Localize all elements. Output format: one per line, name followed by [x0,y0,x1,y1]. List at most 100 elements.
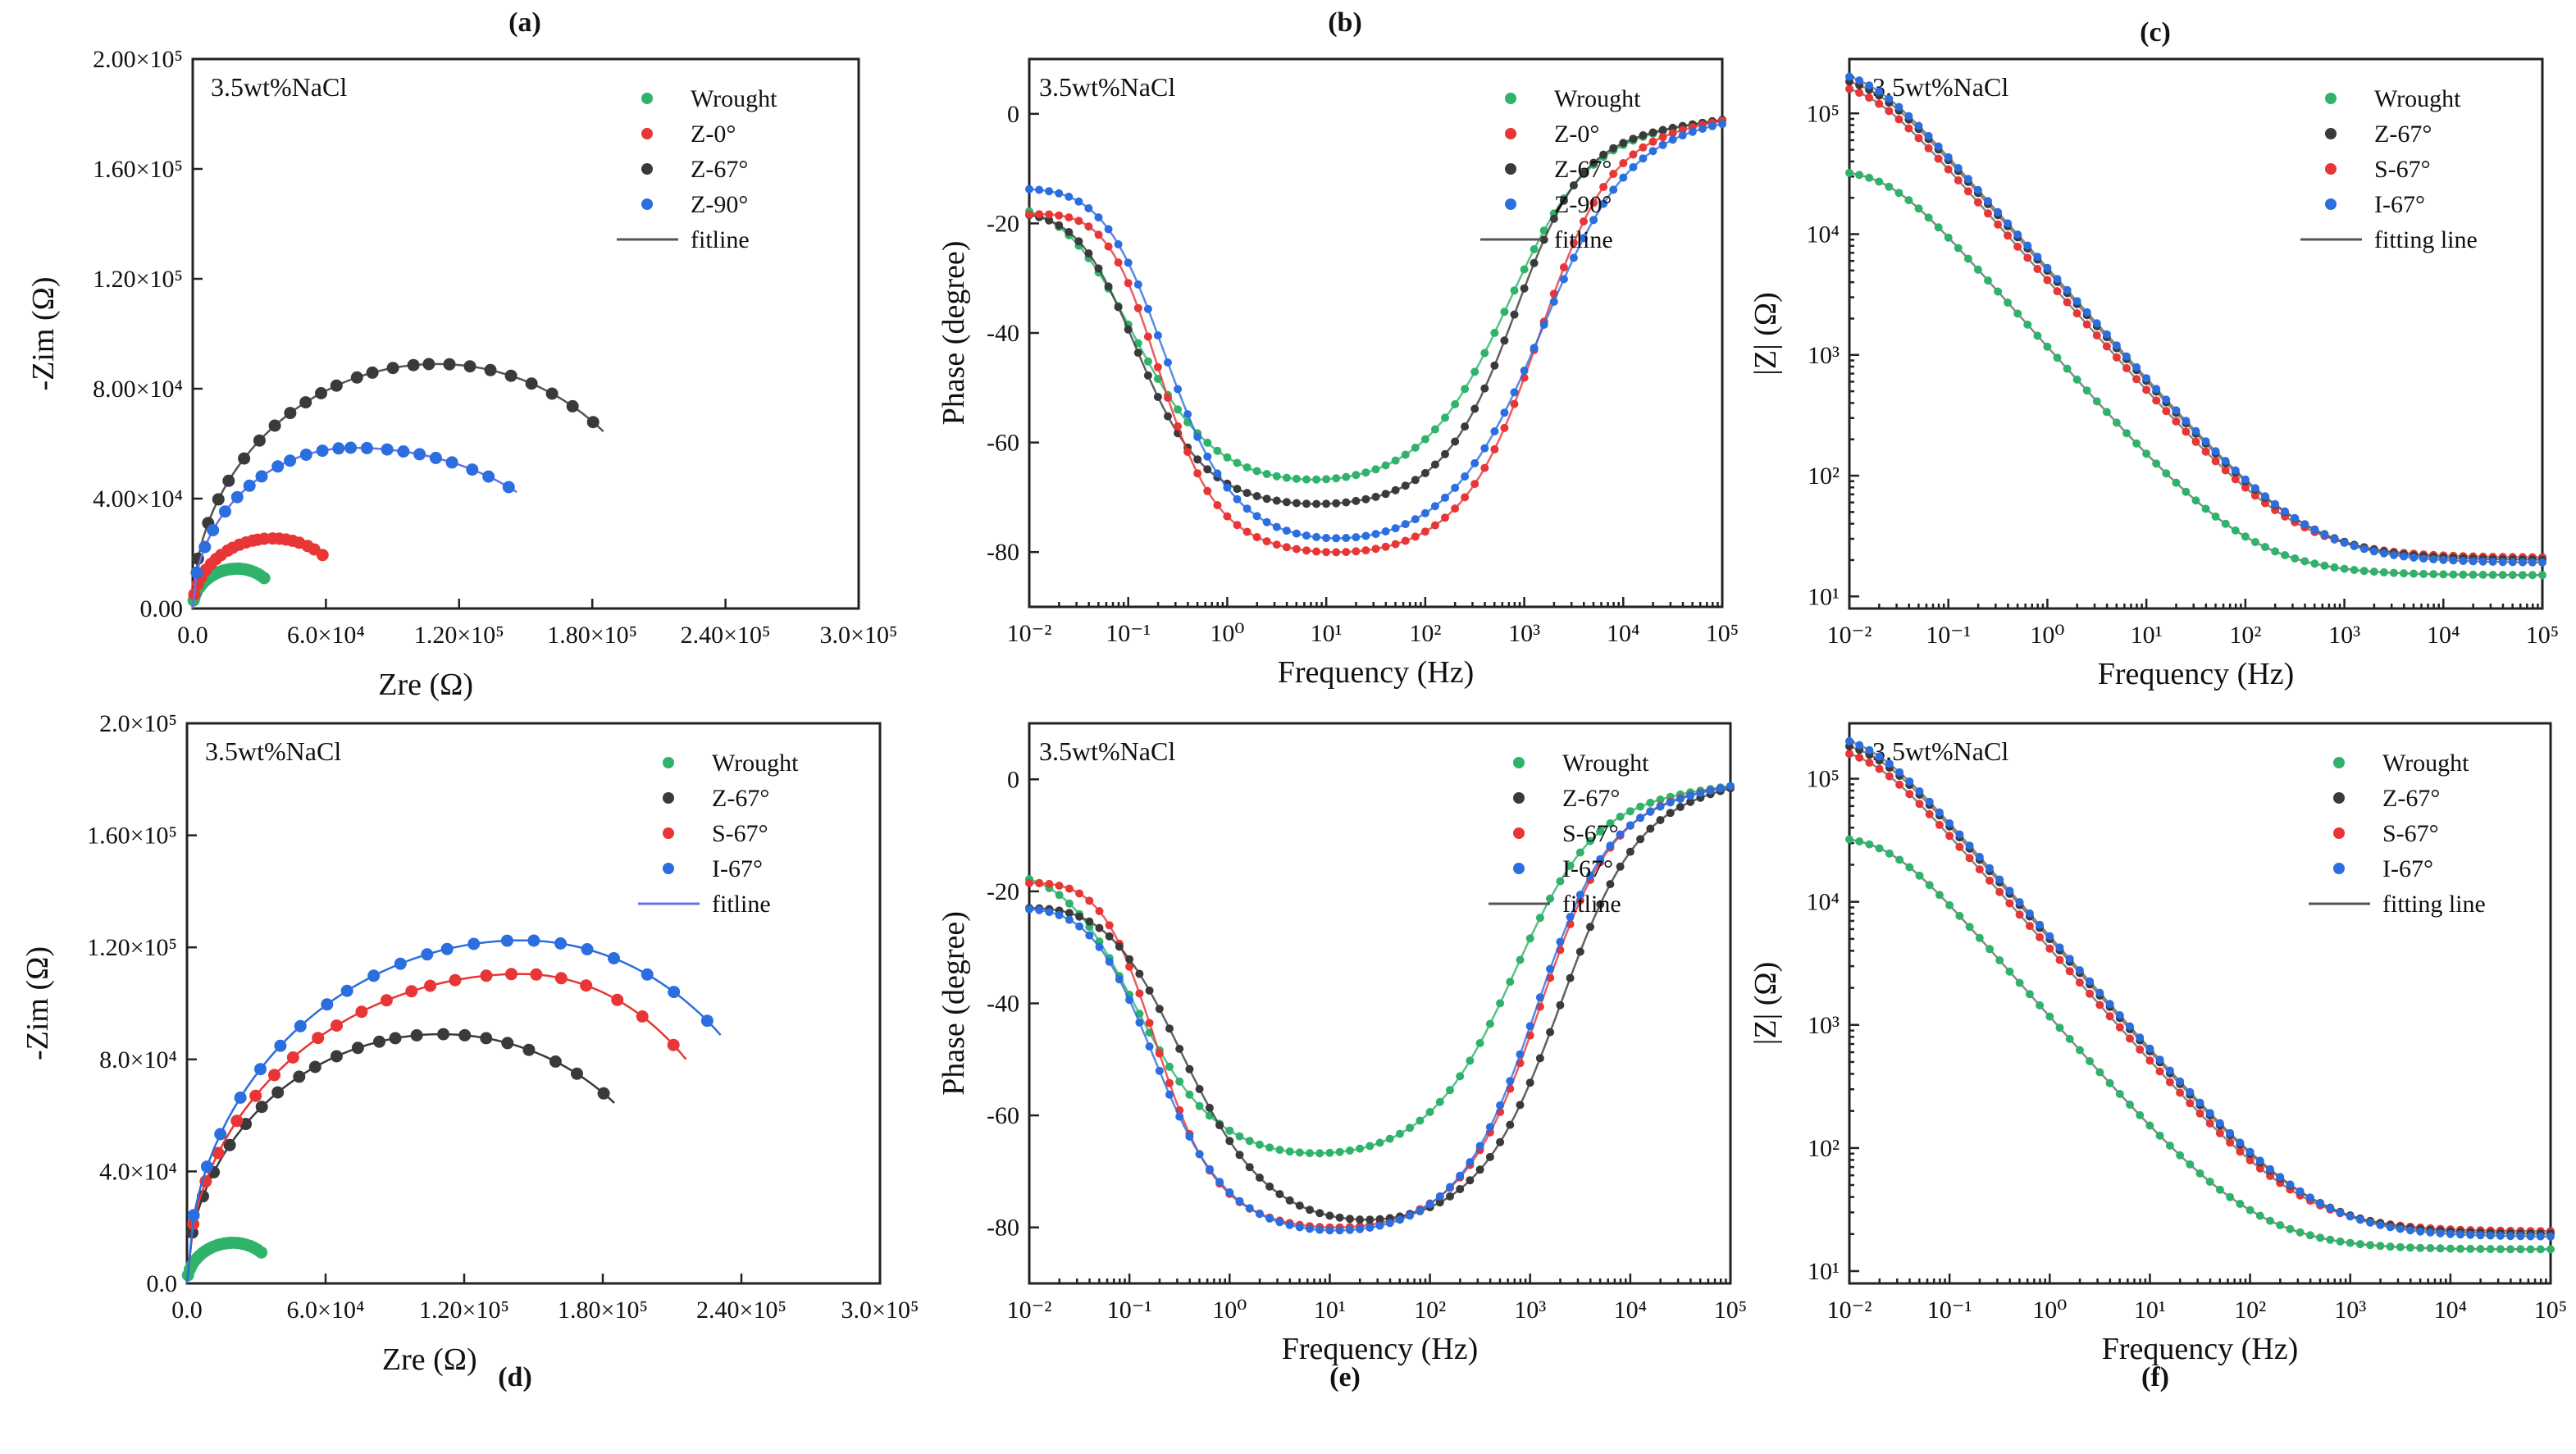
panel-f-point-Wrought [2486,1245,2495,1254]
panel-f-point-I-67° [2145,1044,2154,1053]
panel-a-point-Z-90° [243,479,256,492]
panel-b-point-Z-0° [1381,490,1390,499]
panel-e-point-Wrought [1306,1149,1314,1158]
panel-e-point-S-67° [1516,1101,1525,1110]
panel-e-point-I-67° [1325,1226,1334,1235]
panel-e-point-Wrought [1385,1134,1394,1143]
panel-c-point-Wrought [2498,571,2507,580]
panel-b-point-Z-90° [1707,121,1717,130]
panel-b-point-Z-67° [1133,303,1142,312]
panel-b-point-Z-67° [1580,217,1588,226]
panel-f-point-Z-67° [2036,932,2045,941]
panel-b-point-Z-67° [1153,362,1162,371]
panel-b-point-Z-67° [1164,394,1172,402]
panel-b-y-axis-label: Phase (degree) [937,241,971,426]
panel-e-point-Wrought [1366,1142,1375,1151]
panel-f-point-Z-67° [2205,1119,2214,1128]
panel-a-point-Z-67° [268,419,281,432]
panel-c-plot-frame [1848,57,2544,610]
panel-c-point-I-67° [2488,558,2497,566]
panel-f-point-Wrought [2005,967,2014,976]
panel-b-point-Z-0° [1104,282,1113,291]
panel-b-y-tick-label: -60 [987,430,1019,457]
panel-b-point-Z-90° [1153,331,1162,340]
panel-e-point-Wrought [1535,914,1544,923]
panel-c-legend-label: fitting line [2374,226,2478,253]
panel-f-legend-marker [2333,827,2345,839]
panel-c-point-Wrought [2389,568,2398,577]
panel-b-point-Z-0° [1164,412,1172,421]
panel-a-point-Z-90° [397,445,410,458]
panel-e-point-Wrought [1275,1146,1284,1155]
panel-b-legend-label: Z-90° [1554,191,1612,218]
panel-a-point-Z-67° [386,362,399,375]
panel-f-point-Wrought [2406,1243,2414,1252]
panel-a-legend-marker [641,93,653,104]
panel-f-point-Wrought [2165,1142,2174,1150]
panel-e-point-Wrought [1285,1147,1294,1156]
panel-a-y-tick-label: 0.00 [140,595,184,622]
panel-b-point-Wrought [1461,385,1470,394]
panel-a-point-Z-67° [315,387,327,399]
panel-b-point-Z-67° [1361,546,1370,555]
panel-d-point-S-67° [480,969,493,982]
panel-f-point-Z-67° [2186,1099,2195,1108]
panel-a-y-axis-label: -Zim (Ω) [26,276,61,390]
panel-f-point-I-67° [2416,1227,2425,1236]
panel-b-legend-marker [1505,128,1516,139]
panel-f-point-I-67° [2075,966,2084,975]
panel-a-point-Z-90° [230,490,244,504]
panel-b-point-Z-90° [1213,469,1222,478]
panel-b-point-Z-0° [1470,404,1479,413]
panel-b-point-Z-0° [1262,495,1271,504]
panel-e-point-Wrought [1616,812,1625,821]
panel-f-point-Wrought [2296,1228,2305,1237]
panel-f-point-Z-67° [2245,1155,2255,1165]
panel-c-point-I-67° [2310,526,2319,534]
panel-f-point-Wrought [2105,1078,2114,1087]
panel-e-point-S-67° [1345,1215,1354,1224]
panel-b-point-Z-67° [1510,399,1519,408]
panel-e-point-S-67° [1525,1078,1534,1087]
panel-b-point-Z-90° [1174,385,1183,394]
panel-c-point-I-67° [2043,263,2052,272]
panel-f-point-Z-67° [2115,1023,2124,1032]
panel-f-fit-S-67° [1849,745,2551,1235]
panel-c-point-Z-67° [2053,287,2062,296]
panel-c-point-I-67° [2182,417,2191,426]
panel-d-point-Z-67° [223,1138,236,1151]
panel-b-point-Wrought [1242,463,1252,472]
panel-d-legend-marker [663,863,674,874]
panel-a-point-Z-90° [198,540,212,554]
panel-c-point-Wrought [1894,189,1904,198]
panel-e-point-I-67° [1065,915,1074,924]
panel-b-point-Z-90° [1322,534,1331,542]
panel-e-point-Wrought [1546,894,1555,903]
panel-c-point-Wrought [2102,408,2111,417]
panel-f-point-I-67° [1855,741,1864,750]
panel-a-point-Z-67° [566,399,579,412]
panel-f-legend-label: I-67° [2382,855,2433,882]
panel-c-point-Wrought [2488,571,2497,579]
panel-f-point-Wrought [2015,978,2024,987]
panel-f-point-I-67° [2296,1187,2305,1196]
panel-b-point-Wrought [1302,475,1311,484]
panel-e-point-S-67° [1135,969,1144,978]
panel-e-point-I-67° [1696,788,1705,797]
panel-e-point-I-67° [1716,784,1725,793]
panel-b-point-Wrought [1282,473,1291,482]
panel-a-point-Z-90° [482,470,495,483]
panel-f-x-tick-label: 10⁵ [2534,1297,2567,1324]
panel-e-point-Wrought [1525,934,1534,943]
panel-f-point-Z-67° [1955,842,1964,851]
panel-e-point-S-67° [1575,947,1584,956]
panel-e-point-Z-67° [1165,1078,1174,1087]
panel-d-point-S-67° [636,1010,649,1023]
panel-b-fit-Wrought [1028,119,1723,481]
panel-e-point-S-67° [1596,900,1605,909]
panel-d-label: (d) [498,1362,532,1392]
panel-e-point-S-67° [1165,1024,1174,1033]
panel-b-point-Z-0° [1233,485,1242,494]
panel-b-point-Z-0° [1629,134,1638,144]
